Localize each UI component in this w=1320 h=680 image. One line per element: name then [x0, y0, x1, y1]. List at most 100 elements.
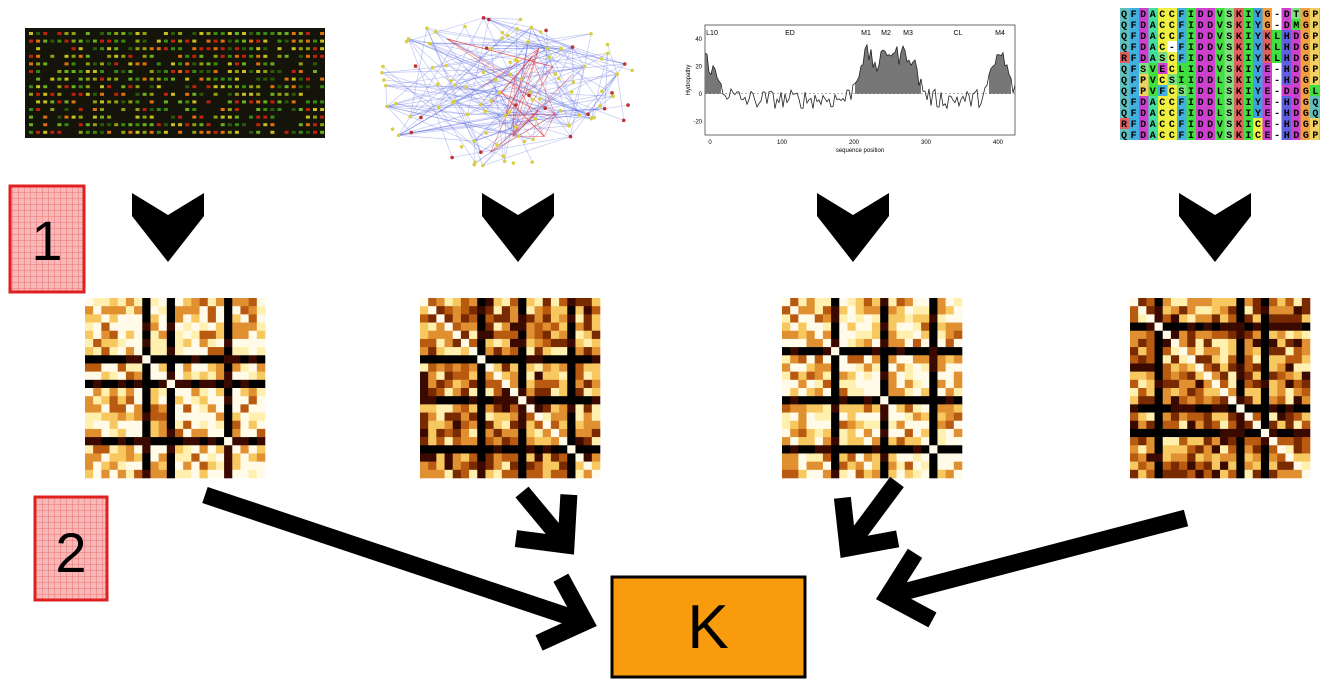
- heatmap-cell: [150, 306, 158, 314]
- heatmap-cell: [897, 372, 905, 380]
- heatmap-cell: [905, 404, 913, 412]
- heatmap-cell: [1277, 331, 1285, 339]
- heatmap-cell: [888, 314, 896, 322]
- heatmap-cell: [134, 339, 142, 347]
- heatmap-cell: [1228, 453, 1236, 461]
- heatmap-cell: [93, 372, 101, 380]
- heatmap-cell: [823, 396, 831, 404]
- spot: [192, 85, 196, 88]
- spot: [128, 100, 132, 103]
- network-node: [515, 27, 519, 31]
- heatmap-cell: [1163, 380, 1171, 388]
- spot: [320, 108, 324, 111]
- heatmap-cell: [1155, 347, 1163, 355]
- heatmap-cell: [839, 388, 847, 396]
- heatmap-cell: [85, 470, 93, 478]
- heatmap-cell: [518, 331, 526, 339]
- heatmap-cell: [584, 404, 592, 412]
- heatmap-cell: [518, 396, 526, 404]
- heatmap-cell: [485, 388, 493, 396]
- spot: [292, 40, 296, 43]
- heatmap-cell: [1269, 404, 1277, 412]
- heatmap-cell: [880, 339, 888, 347]
- heatmap-cell: [167, 331, 175, 339]
- heatmap-cell: [150, 347, 158, 355]
- hydropathy-plot: 40200-200100200300400Hydropathysequence …: [686, 25, 1015, 154]
- heatmap-cell: [249, 306, 257, 314]
- spot: [50, 108, 54, 111]
- heatmap-cell: [126, 453, 134, 461]
- spot: [143, 78, 147, 81]
- heatmap-cell: [1212, 470, 1220, 478]
- spot: [29, 70, 33, 73]
- region-label: ED: [785, 30, 795, 37]
- heatmap-cell: [208, 437, 216, 445]
- heatmap-cell: [913, 380, 921, 388]
- spot: [29, 108, 33, 111]
- heatmap-cell: [159, 372, 167, 380]
- heatmap-cell: [159, 429, 167, 437]
- spot: [107, 131, 111, 134]
- heatmap-cell: [249, 404, 257, 412]
- heatmap-cell: [85, 323, 93, 331]
- heatmap-cell: [494, 437, 502, 445]
- spot: [256, 32, 260, 35]
- heatmap-cell: [1302, 453, 1310, 461]
- heatmap-cell: [477, 421, 485, 429]
- heatmap-cell: [510, 298, 518, 306]
- heatmap-cell: [257, 462, 265, 470]
- spot: [249, 47, 253, 50]
- network-node: [514, 103, 518, 107]
- spot: [157, 123, 161, 126]
- heatmap-cell: [502, 404, 510, 412]
- heatmap-cell: [420, 314, 428, 322]
- heatmap-cell: [224, 404, 232, 412]
- spot: [150, 108, 154, 111]
- heatmap-cell: [1195, 372, 1203, 380]
- heatmap-cell: [249, 437, 257, 445]
- heatmap-cell: [134, 470, 142, 478]
- heatmap-cell: [494, 314, 502, 322]
- heatmap-cell: [921, 372, 929, 380]
- heatmap-cell: [1236, 363, 1244, 371]
- network-node: [571, 45, 575, 49]
- heatmap-cell: [567, 396, 575, 404]
- spot: [150, 78, 154, 81]
- heatmap-cell: [126, 372, 134, 380]
- spot: [65, 32, 69, 35]
- heatmap-cell: [183, 314, 191, 322]
- heatmap-cell: [543, 470, 551, 478]
- heatmap-cell: [428, 323, 436, 331]
- heatmap-cell: [880, 421, 888, 429]
- spot: [79, 85, 83, 88]
- heatmap-cell: [888, 355, 896, 363]
- heatmap-cell: [1146, 314, 1154, 322]
- heatmap-cell: [1204, 347, 1212, 355]
- heatmap-cell: [1245, 421, 1253, 429]
- heatmap-cell: [436, 323, 444, 331]
- heatmap-cell: [85, 462, 93, 470]
- heatmap-cell: [1253, 413, 1261, 421]
- heatmap-cell: [1130, 339, 1138, 347]
- heatmap-cell: [436, 314, 444, 322]
- heatmap-cell: [428, 355, 436, 363]
- heatmap-cell: [232, 453, 240, 461]
- heatmap-cell: [1195, 404, 1203, 412]
- heatmap-cell: [856, 388, 864, 396]
- heatmap-cell: [477, 314, 485, 322]
- spot: [221, 47, 225, 50]
- network-node: [408, 115, 412, 119]
- heatmap-cell: [584, 323, 592, 331]
- heatmap-cell: [1155, 355, 1163, 363]
- heatmap-cell: [880, 453, 888, 461]
- heatmap-cell: [790, 421, 798, 429]
- heatmap-cell: [85, 396, 93, 404]
- heatmap-cell: [1187, 323, 1195, 331]
- heatmap-cell: [249, 372, 257, 380]
- heatmap-cell: [856, 298, 864, 306]
- spot: [29, 32, 33, 35]
- heatmap-cell: [913, 306, 921, 314]
- spot: [36, 47, 40, 50]
- spot: [207, 70, 211, 73]
- heatmap-cell: [559, 421, 567, 429]
